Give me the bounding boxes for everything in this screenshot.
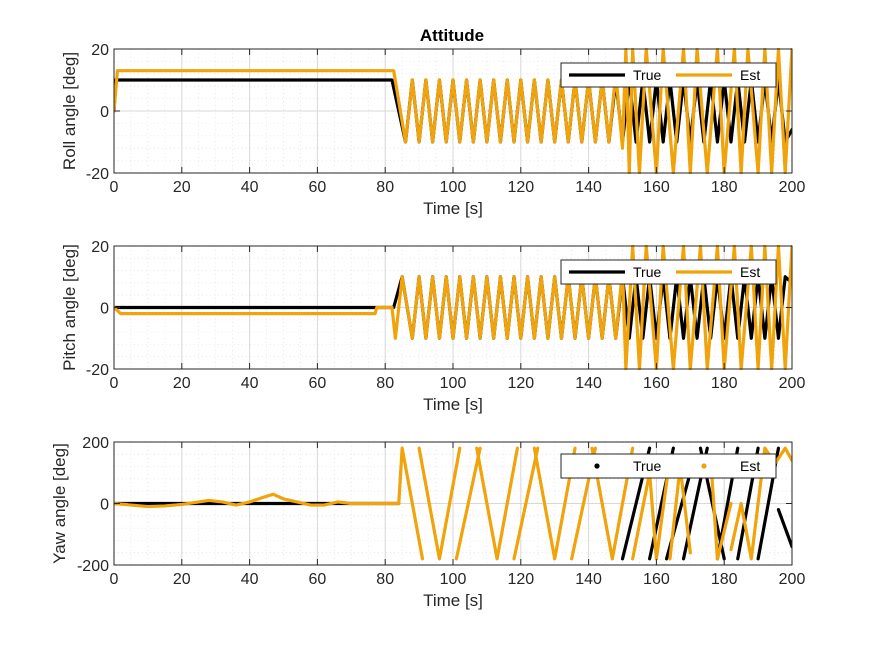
x-tick-label: 0	[110, 179, 119, 196]
series-line-est	[512, 446, 540, 561]
x-axis-label: Time [s]	[423, 395, 483, 414]
legend-label-est: Est	[740, 67, 760, 83]
y-tick-label: 0	[100, 497, 109, 514]
x-tick-label: 20	[173, 179, 191, 196]
legend: True Est	[560, 62, 777, 88]
x-tick-label: 160	[643, 179, 670, 196]
chart-title: Attitude	[420, 26, 484, 45]
x-tick-label: 40	[241, 375, 259, 392]
y-tick-label: -20	[86, 362, 109, 379]
x-tick-label: 160	[643, 375, 670, 392]
x-tick-label: 60	[309, 375, 327, 392]
x-tick-label: 160	[643, 571, 670, 588]
y-tick-label: 200	[82, 435, 109, 452]
legend-label-est: Est	[740, 264, 760, 280]
x-tick-label: 20	[173, 375, 191, 392]
y-tick-label: 20	[91, 42, 109, 59]
legend: True Est	[560, 259, 777, 285]
x-tick-label: 180	[711, 375, 738, 392]
series-line-est	[590, 446, 635, 561]
x-tick-label: 140	[575, 571, 602, 588]
x-tick-label: 120	[507, 179, 534, 196]
subplot-3: 0 20 40 60 80 100 120 140 160 180 200-2000200Time …	[50, 435, 805, 610]
x-tick-label: 80	[376, 571, 394, 588]
x-tick-label: 80	[376, 375, 394, 392]
x-tick-label: 40	[241, 571, 259, 588]
x-tick-label: 100	[440, 179, 467, 196]
x-tick-label: 100	[440, 571, 467, 588]
x-tick-label: 100	[440, 375, 467, 392]
y-axis-label: Yaw angle [deg]	[50, 443, 69, 564]
legend-label-est: Est	[740, 458, 760, 474]
y-tick-label: 0	[100, 104, 109, 121]
legend-label-true: True	[633, 264, 661, 280]
series-line-est	[729, 446, 792, 561]
x-tick-label: 80	[376, 179, 394, 196]
x-tick-label: 180	[711, 179, 738, 196]
x-tick-label: 140	[575, 179, 602, 196]
series-line-est	[417, 446, 462, 561]
series-line-est	[532, 446, 577, 561]
y-tick-label: 20	[91, 239, 109, 256]
legend-marker-true	[594, 463, 600, 469]
x-tick-label: 20	[173, 571, 191, 588]
x-tick-label: 120	[507, 571, 534, 588]
series-line-true	[776, 508, 792, 549]
x-tick-label: 60	[309, 179, 327, 196]
y-tick-label: 0	[100, 301, 109, 318]
legend: True Est	[560, 453, 777, 479]
x-axis-label: Time [s]	[423, 591, 483, 610]
x-axis-label: Time [s]	[423, 199, 483, 218]
x-tick-label: 200	[779, 179, 806, 196]
series-line-est	[114, 492, 401, 509]
series-line-est	[397, 446, 425, 561]
x-tick-label: 200	[779, 571, 806, 588]
y-tick-label: -200	[77, 558, 109, 575]
series-group	[114, 446, 792, 561]
legend-marker-est	[701, 463, 707, 469]
legend-label-true: True	[633, 458, 661, 474]
series-line-est	[475, 446, 520, 561]
x-tick-label: 60	[309, 571, 327, 588]
series-line-est	[454, 446, 482, 561]
series-line-est	[631, 455, 672, 561]
x-tick-label: 180	[711, 571, 738, 588]
x-tick-label: 0	[110, 571, 119, 588]
x-tick-label: 200	[779, 375, 806, 392]
x-tick-label: 40	[241, 179, 259, 196]
x-tick-label: 140	[575, 375, 602, 392]
x-tick-label: 0	[110, 375, 119, 392]
y-axis-label: Pitch angle [deg]	[60, 244, 79, 371]
legend-label-true: True	[633, 67, 661, 83]
y-tick-label: -20	[86, 166, 109, 183]
x-tick-label: 120	[507, 375, 534, 392]
y-axis-label: Roll angle [deg]	[60, 52, 79, 170]
